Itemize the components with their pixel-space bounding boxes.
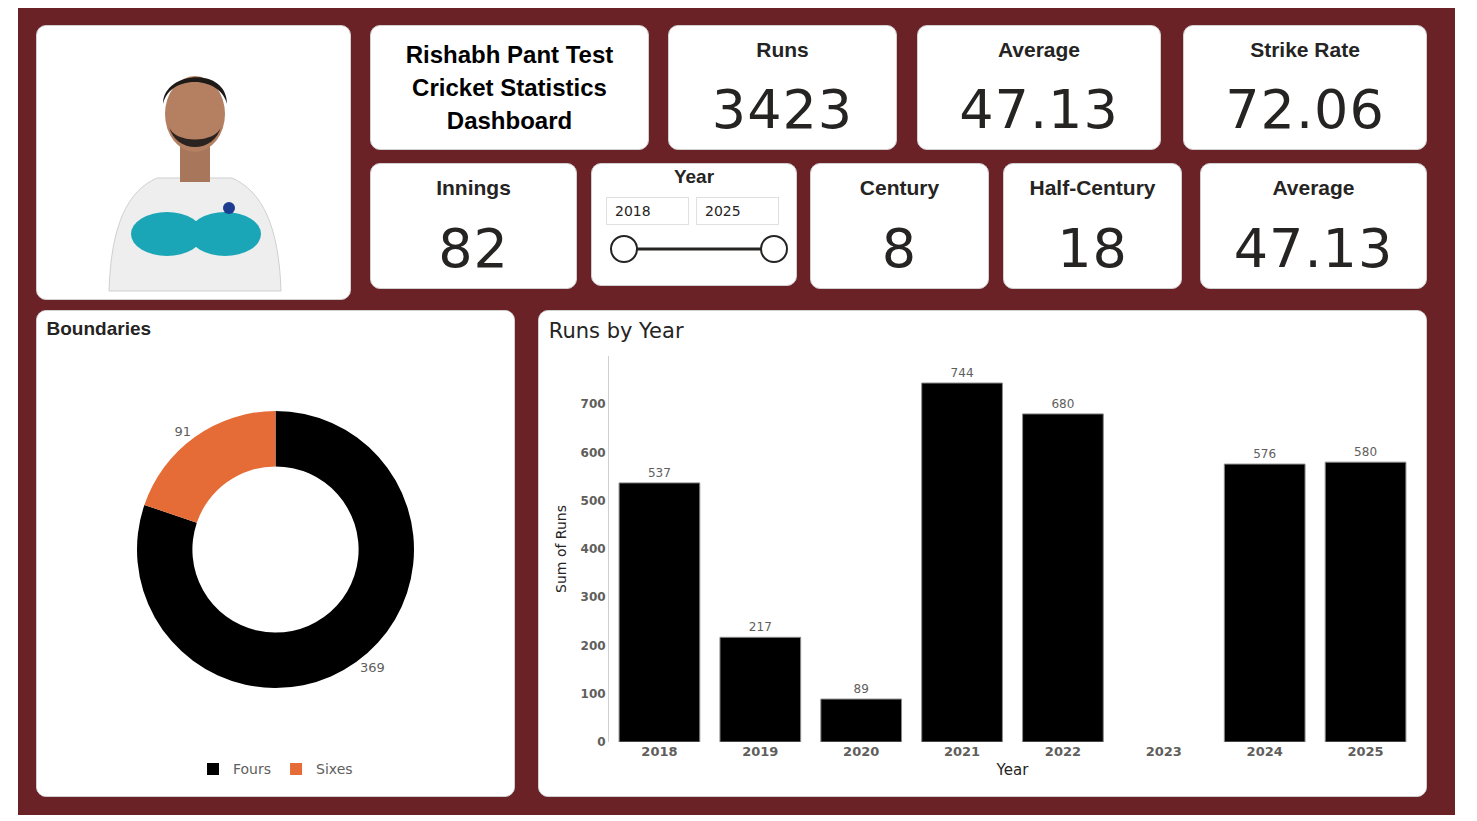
html-text:Rishabh Pant Test Cricket Stat: Rishabh Pant Test Cricket Statistics Das…: [405, 41, 614, 134]
html-text:3423: 3423: [711, 78, 854, 141]
html-text:Runs: Runs: [756, 38, 809, 61]
svg-text:600: 600: [581, 446, 606, 460]
svg-text:537: 537: [648, 466, 671, 480]
svg-text:91: 91: [175, 424, 192, 439]
svg-text:Sixes: Sixes: [316, 761, 353, 777]
svg-text:Fours: Fours: [233, 761, 271, 777]
html-text:2018: 2018: [615, 203, 651, 219]
svg-text:2021: 2021: [944, 744, 980, 759]
html-text:Average: Average: [1272, 176, 1355, 199]
html-text:8: 8: [881, 217, 918, 280]
svg-text:217: 217: [749, 620, 772, 634]
svg-text:580: 580: [1354, 445, 1377, 459]
html-text:Century: Century: [859, 176, 940, 199]
svg-text:100: 100: [581, 687, 606, 701]
svg-text:680: 680: [1051, 397, 1074, 411]
html-text:2025: 2025: [705, 203, 741, 219]
svg-text:400: 400: [581, 542, 606, 556]
html-text:82: 82: [438, 217, 509, 280]
svg-text:2024: 2024: [1247, 744, 1283, 759]
html-text:72.06: 72.06: [1225, 78, 1385, 141]
svg-text:200: 200: [581, 639, 606, 653]
svg-text:0: 0: [597, 735, 605, 749]
svg-text:2019: 2019: [742, 744, 778, 759]
svg-text:744: 744: [951, 366, 974, 380]
html-text:Average: Average: [997, 38, 1080, 61]
html-text:Year: Year: [673, 166, 715, 187]
svg-text:700: 700: [581, 397, 606, 411]
svg-text:2023: 2023: [1146, 744, 1182, 759]
svg-text:89: 89: [854, 682, 869, 696]
html-text:47.13: 47.13: [1233, 217, 1394, 280]
svg-text:576: 576: [1253, 447, 1276, 461]
html-text:Half-Century: Half-Century: [1029, 176, 1156, 199]
svg-text:2022: 2022: [1045, 744, 1081, 759]
svg-text:Runs by Year: Runs by Year: [549, 319, 684, 343]
svg-text:2025: 2025: [1347, 744, 1383, 759]
svg-text:Year: Year: [996, 761, 1030, 779]
html-text:Innings: Innings: [436, 176, 511, 199]
svg-text:369: 369: [360, 660, 385, 675]
svg-text:2020: 2020: [843, 744, 879, 759]
svg-text:Sum of Runs: Sum of Runs: [553, 505, 569, 593]
svg-text:Boundaries: Boundaries: [47, 318, 152, 339]
html-text:47.13: 47.13: [959, 78, 1119, 141]
svg-text:300: 300: [581, 590, 606, 604]
svg-text:500: 500: [581, 494, 606, 508]
html-text:Strike Rate: Strike Rate: [1250, 38, 1360, 61]
svg-text:2018: 2018: [641, 744, 677, 759]
html-text:18: 18: [1057, 217, 1128, 280]
